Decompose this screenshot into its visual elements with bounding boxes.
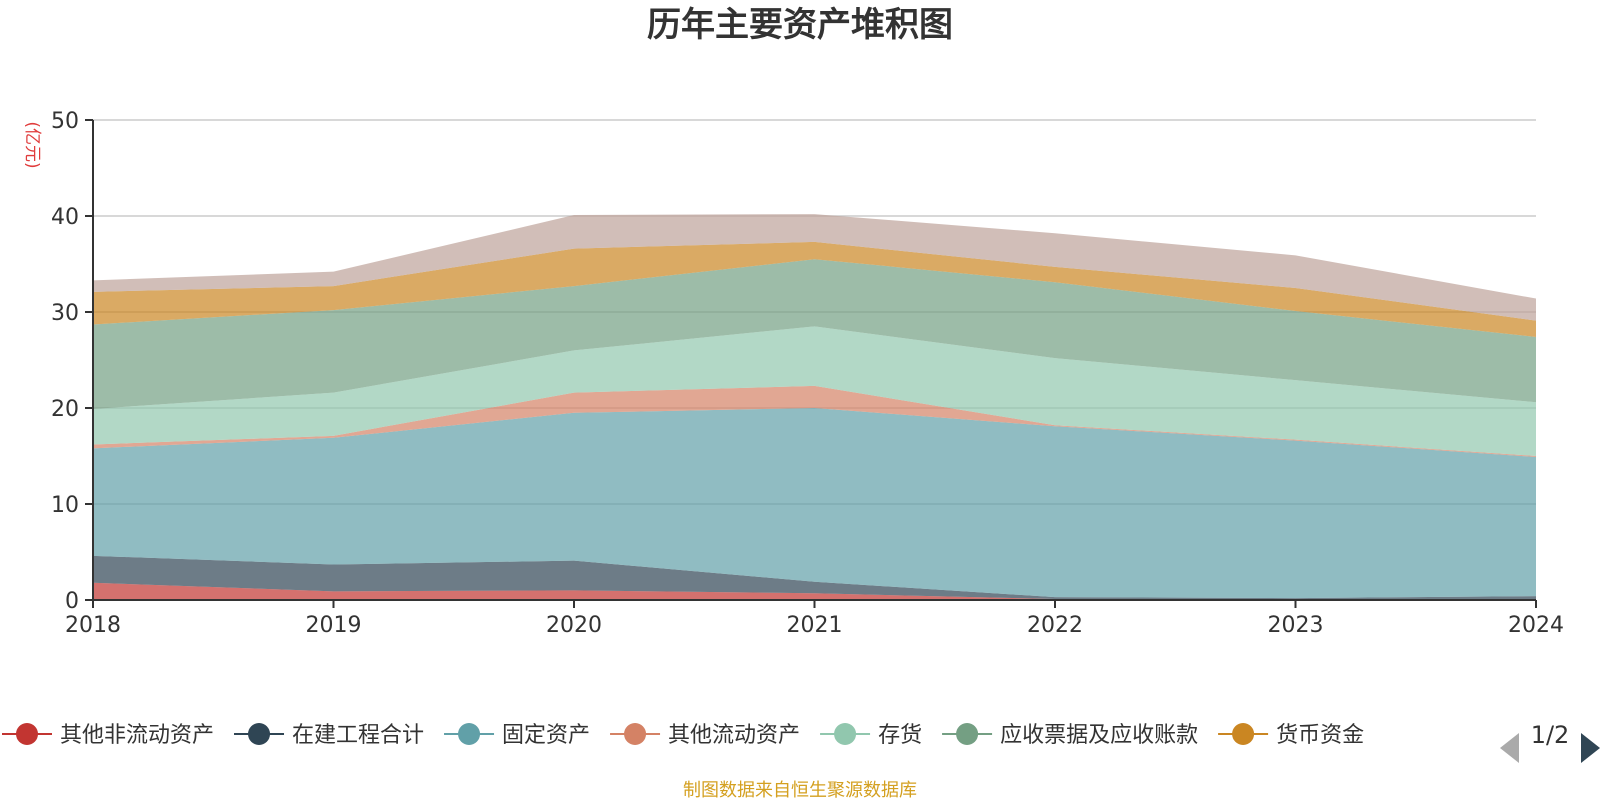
x-tick-label: 2020: [546, 613, 602, 638]
legend-item-3[interactable]: 其他流动资产: [610, 723, 800, 748]
area-series-4[interactable]: [93, 326, 1536, 456]
y-axis-unit-label: (亿元): [22, 121, 42, 168]
legend-label: 其他流动资产: [668, 723, 800, 748]
area-series-5[interactable]: [93, 259, 1536, 409]
x-tick-label: 2023: [1268, 613, 1324, 638]
area-series-7[interactable]: [93, 214, 1536, 321]
y-tick-label: 30: [51, 301, 79, 326]
area-series-2[interactable]: [93, 408, 1536, 599]
legend-marker-icon: [624, 723, 647, 745]
x-tick-label: 2021: [787, 613, 843, 638]
axes: 0 10 20 30 40 50 2018 2019 2020 2021 2022 2023 2024: [51, 109, 1564, 638]
legend-label: 货币资金: [1276, 723, 1364, 748]
x-tick-label: 2024: [1508, 613, 1564, 638]
legend-next-page-icon[interactable]: [1581, 733, 1600, 763]
legend-marker-icon: [1232, 723, 1255, 745]
legend-marker-icon: [16, 723, 38, 745]
legend-label: 其他非流动资产: [60, 723, 214, 748]
legend-page-indicator: 1/2: [1531, 721, 1570, 749]
legend-item-5[interactable]: 应收票据及应收账款: [942, 723, 1198, 748]
legend-marker-icon: [458, 723, 481, 745]
legend-item-6[interactable]: 货币资金: [1218, 723, 1364, 748]
x-tick-label: 2019: [306, 613, 362, 638]
legend-marker-icon: [834, 723, 857, 745]
legend-pager: 1/2: [1500, 721, 1600, 763]
legend: 其他非流动资产 在建工程合计 固定资产 其他流动资产 存货 应收票据及应收账款 货币资金: [2, 723, 1364, 748]
x-tick-label: 2022: [1027, 613, 1083, 638]
area-series-0[interactable]: [93, 582, 1536, 600]
legend-item-0[interactable]: 其他非流动资产: [2, 723, 214, 748]
y-tick-label: 0: [65, 589, 79, 614]
area-series-group: [93, 214, 1536, 600]
legend-label: 存货: [878, 723, 922, 748]
y-tick-label: 50: [51, 109, 79, 134]
area-series-6[interactable]: [93, 241, 1536, 337]
y-tick-label: 10: [51, 493, 79, 518]
legend-item-1[interactable]: 在建工程合计: [234, 723, 424, 748]
data-source-note: 制图数据来自恒生聚源数据库: [683, 780, 917, 800]
legend-label: 固定资产: [502, 723, 590, 748]
legend-item-4[interactable]: 存货: [820, 723, 922, 748]
area-series-1[interactable]: [93, 555, 1536, 600]
x-tick-label: 2018: [65, 613, 121, 638]
chart-title: 历年主要资产堆积图: [647, 5, 953, 45]
y-tick-label: 20: [51, 397, 79, 422]
legend-marker-icon: [956, 723, 979, 745]
legend-prev-page-icon[interactable]: [1500, 733, 1519, 763]
legend-item-2[interactable]: 固定资产: [444, 723, 590, 748]
legend-marker-icon: [248, 723, 271, 745]
area-series-3[interactable]: [93, 385, 1536, 457]
y-tick-label: 40: [51, 205, 79, 230]
legend-label: 应收票据及应收账款: [1000, 723, 1198, 748]
legend-label: 在建工程合计: [292, 723, 424, 748]
